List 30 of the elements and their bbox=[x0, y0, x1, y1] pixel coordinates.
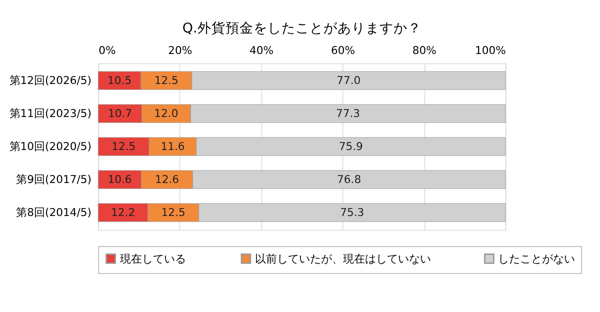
x-tick-label: 20% bbox=[168, 44, 192, 57]
data-label: 12.2 bbox=[111, 206, 136, 220]
x-tick-label: 80% bbox=[412, 44, 436, 57]
y-tick-label: 第11回(2023/5) bbox=[9, 107, 92, 120]
legend-label: 現在している bbox=[120, 252, 186, 266]
data-label: 11.6 bbox=[160, 140, 185, 154]
data-label: 12.5 bbox=[154, 74, 178, 88]
data-label: 75.9 bbox=[338, 140, 364, 154]
y-tick-label: 第10回(2020/5) bbox=[9, 140, 92, 154]
x-tick-label: 0% bbox=[98, 44, 116, 57]
x-tick-label: 100% bbox=[474, 44, 506, 57]
y-tick-label: 第9回(2017/5) bbox=[16, 173, 92, 186]
chart-title: Q.外貨預金をしたことがありますか？ bbox=[182, 20, 422, 37]
data-label: 10.5 bbox=[108, 74, 132, 88]
data-label: 77.0 bbox=[336, 74, 361, 88]
data-label: 12.6 bbox=[154, 173, 180, 186]
data-label: 12.5 bbox=[161, 206, 186, 220]
x-tick-label: 40% bbox=[250, 44, 274, 57]
y-tick-label: 第8回(2014/5) bbox=[16, 206, 92, 220]
data-label: 10.6 bbox=[108, 173, 132, 186]
data-label: 75.3 bbox=[340, 206, 364, 220]
x-tick-label: 60% bbox=[330, 44, 355, 57]
data-label: 12.5 bbox=[112, 140, 136, 154]
data-label: 77.3 bbox=[336, 107, 360, 120]
data-label: 12.0 bbox=[154, 107, 178, 120]
y-tick-label: 第12回(2026/5) bbox=[9, 74, 92, 88]
data-label: 10.7 bbox=[108, 107, 132, 120]
legend-label: 以前していたが、現在はしていない bbox=[254, 252, 431, 266]
data-label: 76.8 bbox=[337, 173, 362, 186]
legend-label: したことがない bbox=[498, 252, 576, 266]
